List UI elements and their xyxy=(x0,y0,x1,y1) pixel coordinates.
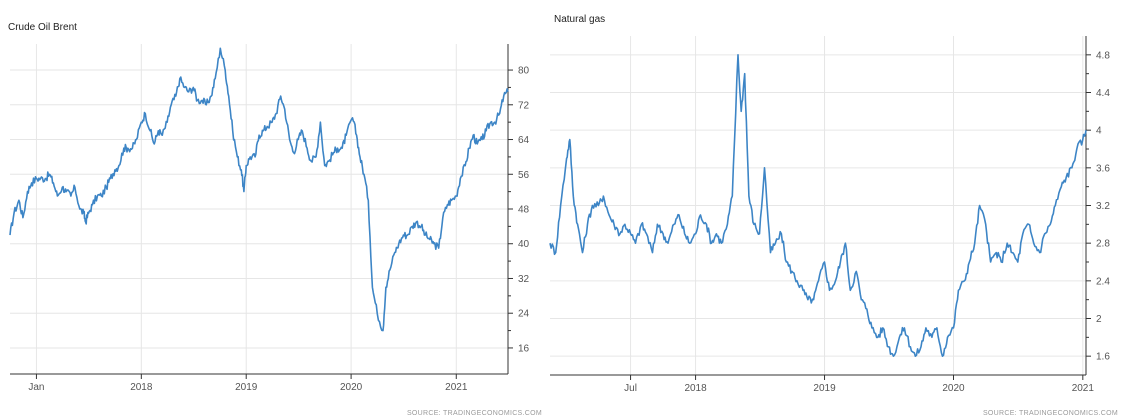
y-tick-label: 1.6 xyxy=(1096,352,1110,363)
x-tick-label: 2020 xyxy=(340,382,363,393)
y-tick-label: 48 xyxy=(518,205,530,216)
y-tick-label: 4 xyxy=(1096,126,1102,137)
y-tick-label: 3.2 xyxy=(1096,201,1110,212)
y-tick-label: 2.4 xyxy=(1096,276,1110,287)
y-tick-label: 2.8 xyxy=(1096,239,1110,250)
y-tick-label: 72 xyxy=(518,100,530,111)
x-tick-label: 2021 xyxy=(445,382,468,393)
y-tick-label: 64 xyxy=(518,135,530,146)
x-tick-label: Jul xyxy=(624,383,637,394)
y-tick-label: 3.6 xyxy=(1096,163,1110,174)
y-tick-label: 40 xyxy=(518,239,530,250)
y-tick-label: 4.8 xyxy=(1096,50,1110,61)
y-tick-label: 16 xyxy=(518,343,530,354)
x-tick-label: 2021 xyxy=(1072,383,1095,394)
natural-gas-panel: 1.6 2 2.4 2.8 3.2 3.6 4 4.4 4.8 Jul 2018 2019 2020 20… xyxy=(548,0,1124,417)
crude-oil-panel: 16 24 32 40 48 56 64 72 80 Jan 2018 2019 2020 2021 Cr… xyxy=(0,0,548,417)
y-tick-label: 32 xyxy=(518,274,530,285)
x-tick-label: 2018 xyxy=(130,382,153,393)
y-tick-label: 4.4 xyxy=(1096,88,1110,99)
crude-oil-chart: 16 24 32 40 48 56 64 72 80 Jan 2018 2019 2020 2021 xyxy=(9,44,530,393)
x-tick-label: 2020 xyxy=(942,383,965,394)
y-tick-label: 80 xyxy=(518,66,530,77)
y-tick-label: 56 xyxy=(518,170,530,181)
x-tick-label: 2018 xyxy=(684,383,707,394)
series-line xyxy=(549,53,1087,358)
chart-title: Natural gas xyxy=(554,14,606,25)
series-line xyxy=(9,47,509,332)
x-tick-label: Jan xyxy=(28,382,44,393)
y-tick-label: 2 xyxy=(1096,314,1102,325)
source-label: SOURCE: TRADINGECONOMICS.COM xyxy=(406,410,542,417)
natural-gas-chart: 1.6 2 2.4 2.8 3.2 3.6 4 4.4 4.8 Jul 2018 2019 2020 20… xyxy=(549,36,1110,394)
source-label: SOURCE: TRADINGECONOMICS.COM xyxy=(982,410,1118,417)
x-tick-label: 2019 xyxy=(235,382,258,393)
x-tick-label: 2019 xyxy=(813,383,836,394)
chart-title: Crude Oil Brent xyxy=(8,22,77,33)
y-tick-label: 24 xyxy=(518,309,530,320)
